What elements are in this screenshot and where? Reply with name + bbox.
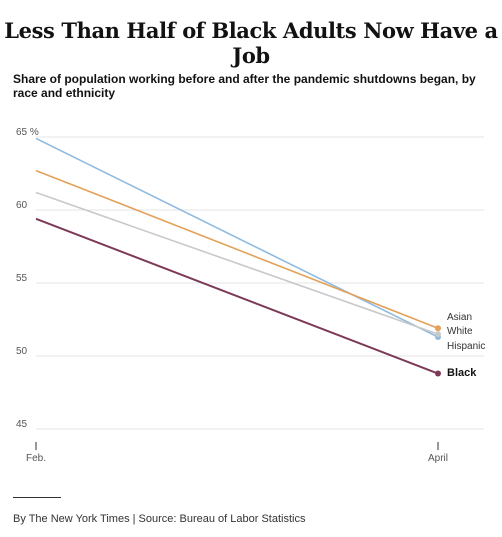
y-tick-label: 55 <box>16 273 28 284</box>
series-point-black <box>435 370 441 377</box>
gridlines <box>36 136 484 430</box>
y-tick-label: 45 <box>16 419 28 430</box>
source-credit: By The New York Times | Source: Bureau o… <box>13 513 306 525</box>
x-tick-label: Feb. <box>26 453 46 464</box>
series-point-asian <box>435 325 441 332</box>
x-tick-label: April <box>428 453 448 464</box>
series-line-hispanic <box>35 191 439 335</box>
y-axis-ticks: 45 50 55 60 65 % <box>16 127 39 430</box>
series-label-black: Black <box>447 367 477 379</box>
series-line-asian <box>35 169 439 330</box>
y-tick-label: 65 % <box>16 127 39 138</box>
series-label-hispanic: Hispanic <box>447 341 485 352</box>
x-axis-ticks: Feb. April <box>26 442 448 464</box>
footer-rule <box>13 497 61 498</box>
series-label-white: White <box>447 326 473 337</box>
series-line-black <box>35 217 439 375</box>
y-tick-label: 50 <box>16 346 28 357</box>
series-line-white <box>35 137 439 338</box>
chart-title: Less Than Half of Black Adults Now Have … <box>4 18 498 68</box>
series-lines <box>35 137 441 377</box>
series-labels: White Asian Hispanic Black <box>447 312 485 379</box>
series-label-asian: Asian <box>447 312 472 323</box>
series-point-hispanic <box>435 331 441 338</box>
chart-subtitle: Share of population working before and a… <box>13 72 476 100</box>
line-chart: 45 50 55 60 65 % Feb. April White Asian Hispani… <box>16 127 485 464</box>
y-tick-label: 60 <box>16 200 28 211</box>
